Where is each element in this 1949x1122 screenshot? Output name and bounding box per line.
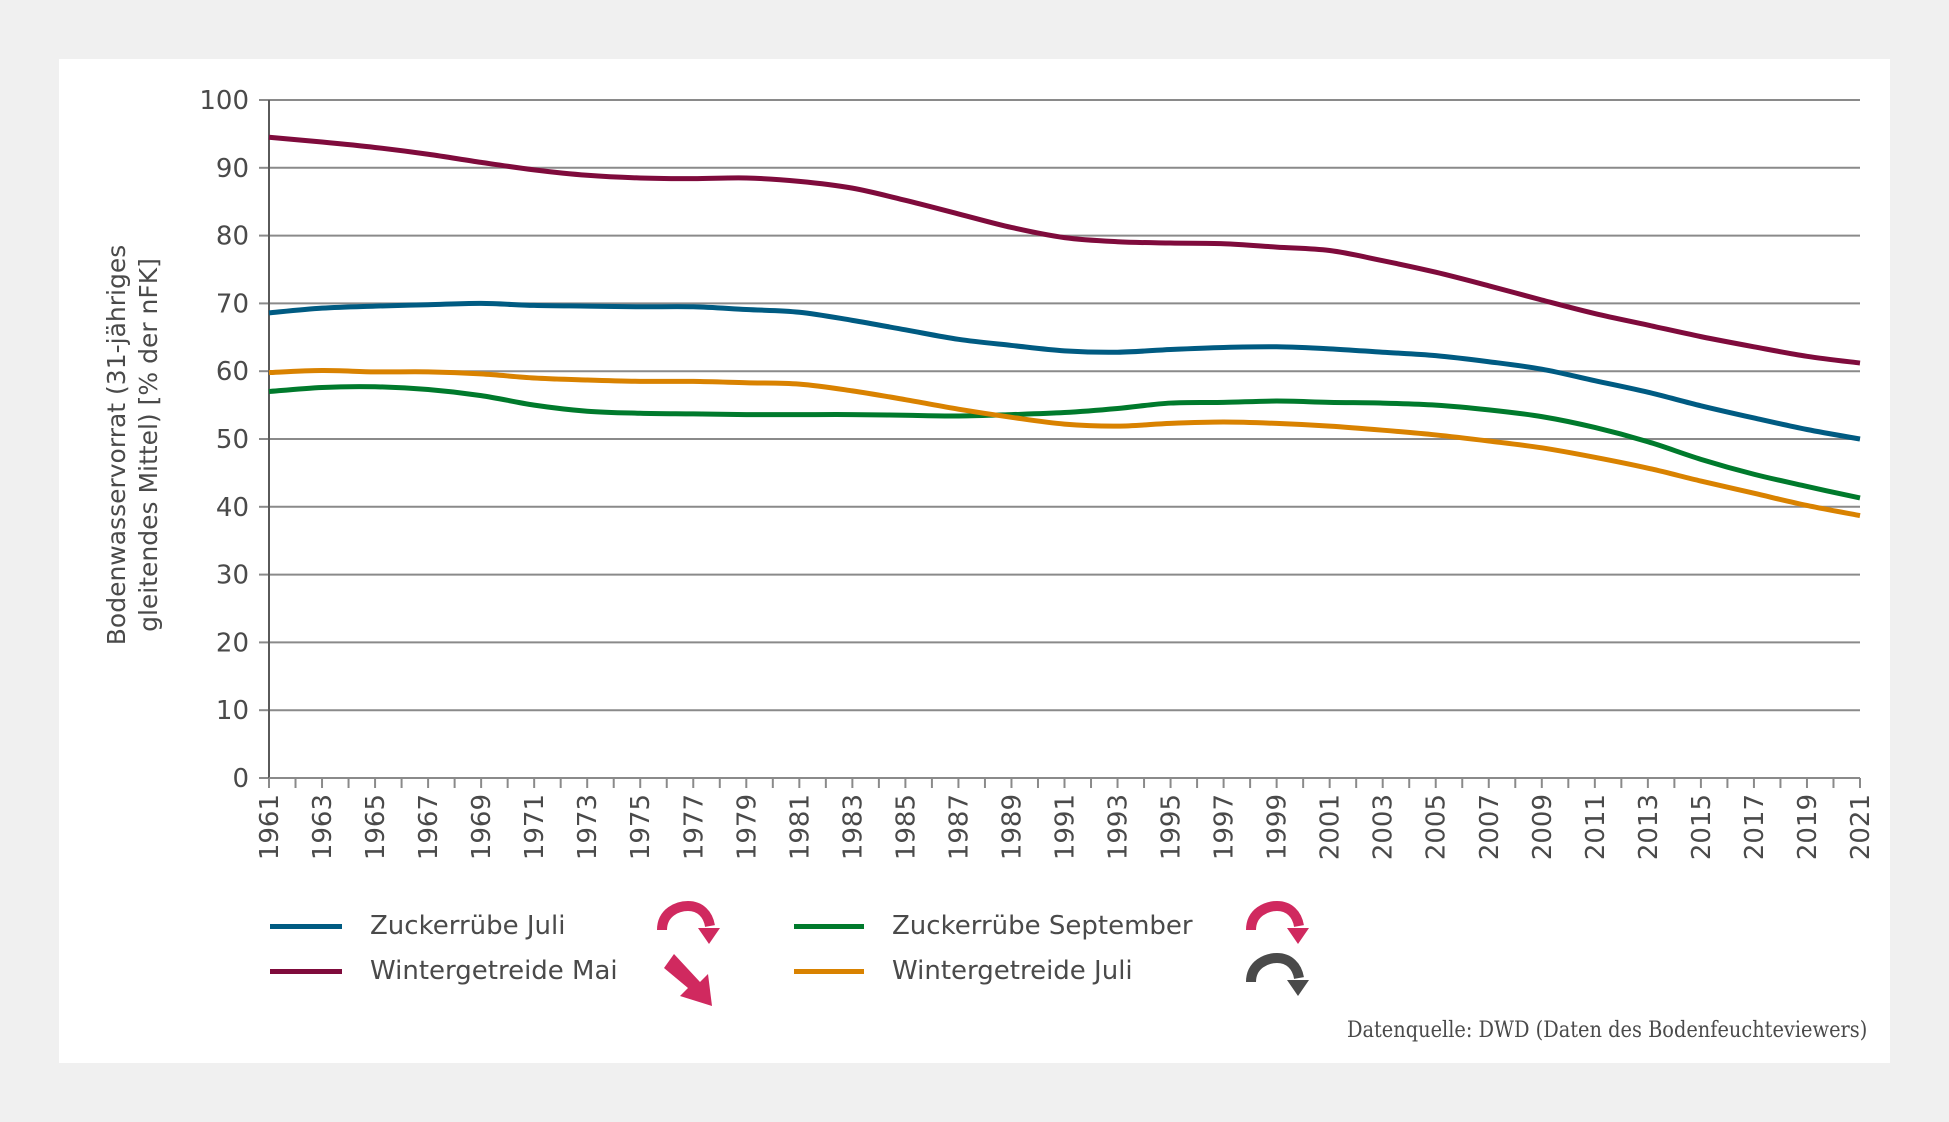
series-line-zuckerruebe-juli (268, 300, 1861, 442)
x-tick-label: 1993 (1104, 794, 1134, 860)
x-tick-label: 1961 (255, 794, 285, 860)
x-tick-label: 1995 (1157, 794, 1187, 860)
series-line-wintergetreide-mai (268, 134, 1861, 366)
y-tick-label: 20 (216, 628, 249, 658)
legend-label: Zuckerrübe Juli (370, 911, 566, 941)
x-tick-label: 2013 (1634, 794, 1664, 860)
diagonal-arrow-down-icon (664, 954, 712, 1006)
y-tick-label: 70 (216, 289, 249, 319)
x-tick-label: 1981 (785, 794, 815, 860)
y-tick-label: 60 (216, 357, 249, 387)
x-tick-label: 1973 (573, 794, 603, 860)
legend-item-zuckerruebe-juli[interactable]: Zuckerrübe Juli (270, 906, 565, 946)
y-tick-label: 80 (216, 222, 249, 252)
x-tick-label: 1967 (414, 794, 444, 860)
series-line-wintergetreide-juli (268, 368, 1861, 519)
y-axis-label-line-1: Bodenwasservorrat (31-jähriges (102, 244, 131, 646)
chart-card (59, 59, 1890, 1063)
legend-swatch (794, 968, 864, 974)
y-axis-label-line-2: gleitendes Mittel) [% der nFK] (134, 258, 163, 632)
y-tick-label: 50 (216, 425, 249, 455)
x-tick-label: 1983 (838, 794, 868, 860)
x-tick-label: 1965 (361, 794, 391, 860)
y-tick-label: 100 (199, 86, 249, 116)
x-tick-label: 1977 (679, 794, 709, 860)
y-tick-label: 40 (216, 493, 249, 523)
x-tick-label: 2005 (1422, 794, 1452, 860)
legend-label: Wintergetreide Juli (892, 956, 1133, 986)
legend-item-wintergetreide-mai[interactable]: Wintergetreide Mai (270, 951, 618, 991)
x-tick-label: 1979 (732, 794, 762, 860)
y-tick-label: 10 (216, 696, 249, 726)
x-tick-label: 1991 (1051, 794, 1081, 860)
legend-swatch (794, 923, 864, 929)
x-tick-label: 2001 (1316, 794, 1346, 860)
y-tick-label: 30 (216, 561, 249, 591)
gridlines (269, 99, 1860, 712)
x-tick-label: 1971 (520, 794, 550, 860)
x-tick-label: 2019 (1793, 794, 1823, 860)
y-tick-labels: 0 10 20 30 40 50 60 70 80 90 100 (199, 86, 249, 794)
legend-label: Wintergetreide Mai (370, 956, 618, 986)
data-source-note: Datenquelle: DWD (Daten des Bodenfeuchte… (1346, 1018, 1867, 1043)
x-tick-label: 2011 (1581, 794, 1611, 860)
curved-arrow-down-icon (1246, 900, 1309, 944)
x-tick-label: 1999 (1263, 794, 1293, 860)
x-tick-label: 2003 (1369, 794, 1399, 860)
x-tick-label: 2021 (1846, 794, 1876, 860)
x-tick-label: 1985 (891, 794, 921, 860)
x-tick-label: 1989 (997, 794, 1027, 860)
y-axis-label: Bodenwasservorrat (31-jähriges gleitende… (88, 210, 178, 680)
series-line-zuckerruebe-september (268, 384, 1861, 501)
legend-swatch (270, 968, 342, 974)
x-tick-label: 1987 (944, 794, 974, 860)
y-tick-label: 90 (216, 154, 249, 184)
x-tick-label: 2007 (1475, 794, 1505, 860)
x-tick-label: 1963 (308, 794, 338, 860)
x-tick-label: 1997 (1210, 794, 1240, 860)
legend-label: Zuckerrübe September (892, 911, 1193, 941)
legend-item-zuckerruebe-september[interactable]: Zuckerrübe September (794, 906, 1193, 946)
curved-arrow-down-icon (1246, 952, 1309, 996)
x-tick-labels: 1961 1963 1965 1967 1969 1971 1973 1975 1977 1979… (255, 794, 1876, 860)
series-lines (268, 134, 1861, 519)
x-tick-label: 2017 (1740, 794, 1770, 860)
x-tick-label: 1975 (626, 794, 656, 860)
legend-item-wintergetreide-juli[interactable]: Wintergetreide Juli (794, 951, 1133, 991)
curved-arrow-down-icon (657, 900, 720, 944)
legend-swatch (270, 923, 342, 929)
x-tick-label: 2015 (1687, 794, 1717, 860)
y-tick-label: 0 (232, 764, 249, 794)
axes (259, 99, 1861, 788)
x-tick-label: 2009 (1528, 794, 1558, 860)
x-tick-label: 1969 (467, 794, 497, 860)
